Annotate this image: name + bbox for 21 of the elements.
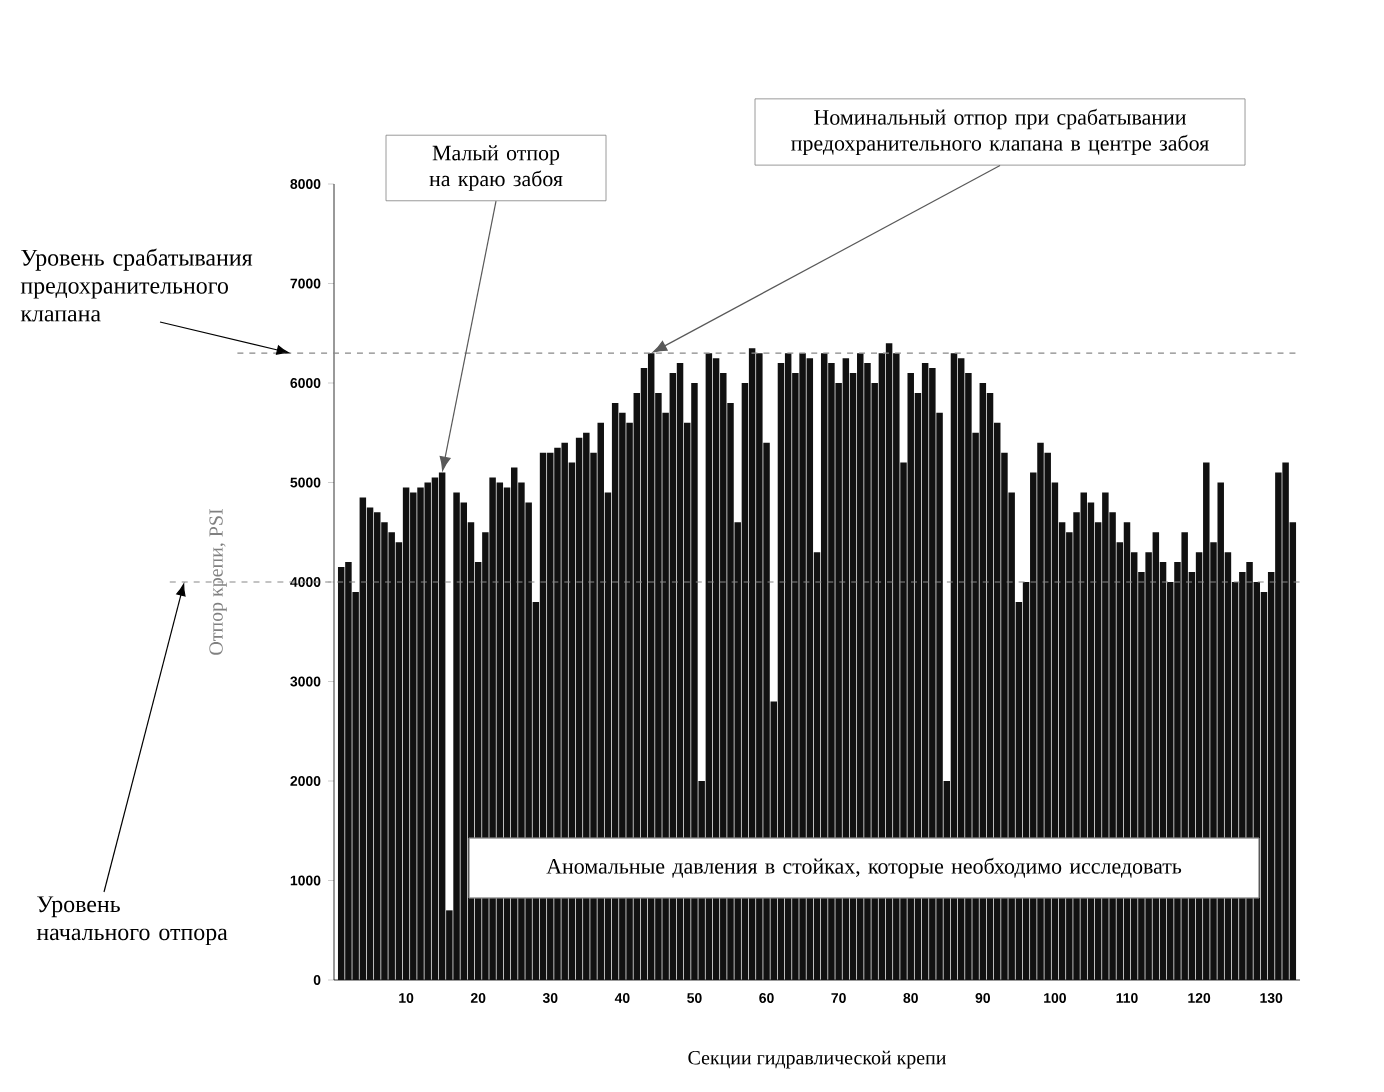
bar xyxy=(359,497,367,980)
annotation: Аномальные давления в стойках, которые необходимо исследовать xyxy=(546,857,1182,879)
x-axis-title: Секции гидравлической крепи xyxy=(688,1050,946,1069)
bar xyxy=(1282,462,1289,980)
bar xyxy=(424,482,431,980)
bar xyxy=(1217,482,1224,980)
bar xyxy=(857,353,864,980)
bar xyxy=(417,487,424,980)
bar xyxy=(345,562,352,980)
bar xyxy=(374,512,381,980)
bar xyxy=(431,477,439,980)
bar xyxy=(337,567,345,980)
annotation: Малый отпор на краю забоя xyxy=(429,145,563,191)
ref-line-label: Уровень начального отпора xyxy=(36,896,228,946)
bar xyxy=(410,492,417,980)
bar xyxy=(453,492,460,980)
bar xyxy=(402,487,410,980)
y-axis-title: Отпор крепи, PSI xyxy=(209,509,227,655)
ref-line-label: Уровень срабатывания предохранительного клапана xyxy=(20,248,253,322)
bar xyxy=(756,353,763,980)
annotation: Номинальный отпор при срабатывании предохранительного клапана в центре забоя xyxy=(791,108,1209,156)
